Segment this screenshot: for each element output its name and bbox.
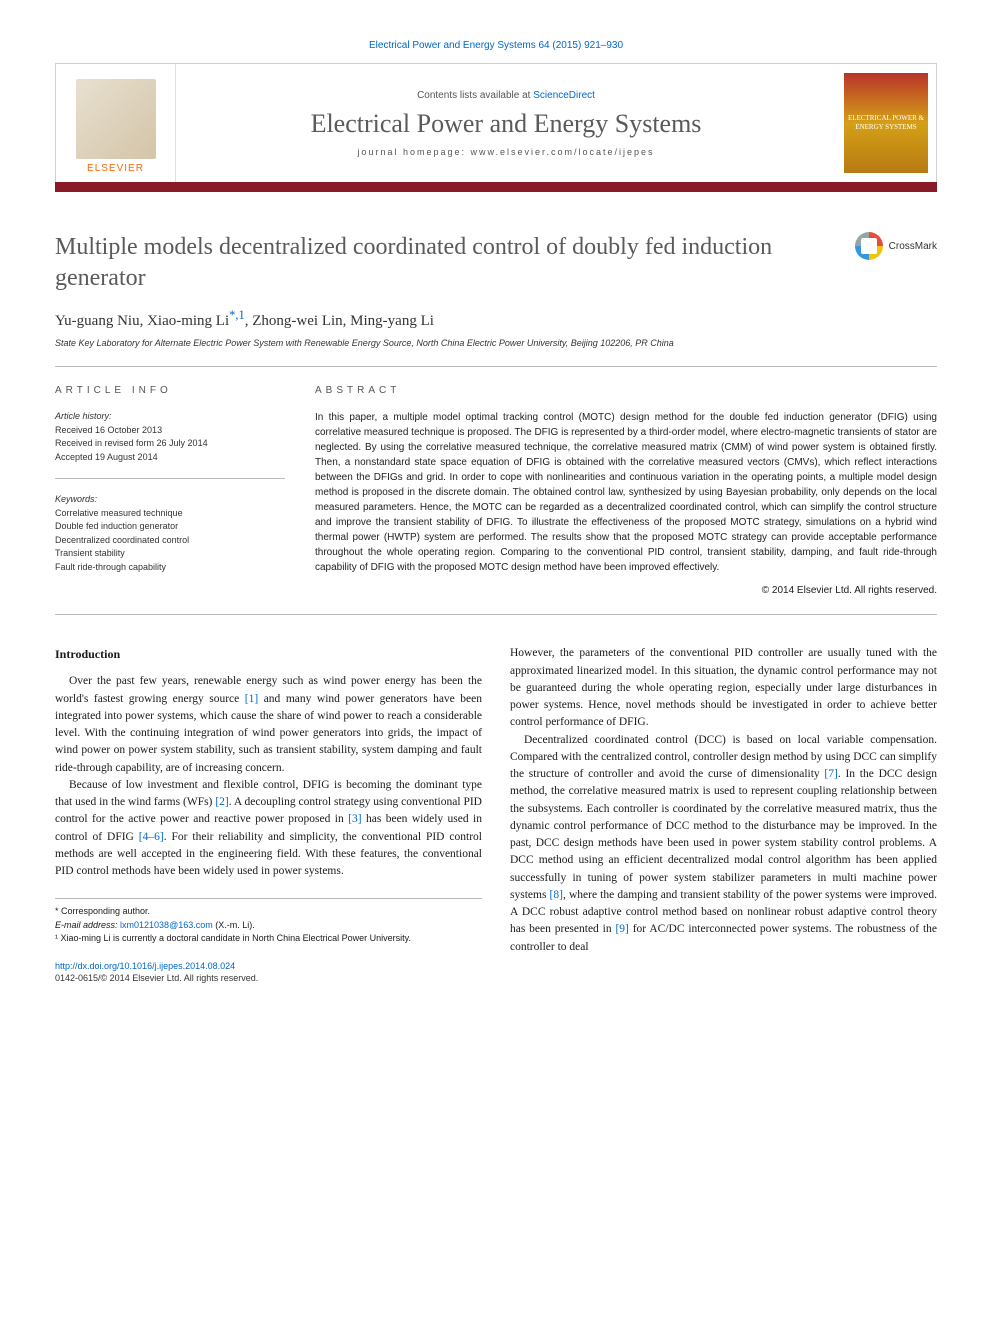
body-paragraph: Decentralized coordinated control (DCC) …: [510, 732, 937, 956]
author-names-1: Yu-guang Niu, Xiao-ming Li: [55, 313, 229, 329]
keyword-item: Decentralized coordinated control: [55, 534, 285, 548]
ref-link[interactable]: [9]: [615, 923, 628, 935]
ref-link[interactable]: [7]: [824, 768, 837, 780]
ref-link[interactable]: [2]: [215, 796, 228, 808]
body-column-left: Introduction Over the past few years, re…: [55, 645, 482, 985]
footnotes: * Corresponding author. E-mail address: …: [55, 898, 482, 946]
masthead: ELSEVIER Contents lists available at Sci…: [55, 63, 937, 183]
keyword-item: Transient stability: [55, 547, 285, 561]
masthead-center: Contents lists available at ScienceDirec…: [176, 64, 836, 182]
abstract-panel: ABSTRACT In this paper, a multiple model…: [315, 385, 937, 596]
keywords-block: Keywords: Correlative measured technique…: [55, 493, 285, 574]
elsevier-tree-icon: [76, 79, 156, 159]
body-paragraph: However, the parameters of the conventio…: [510, 645, 937, 731]
author-names-2: , Zhong-wei Lin, Ming-yang Li: [245, 313, 434, 329]
body-columns: Introduction Over the past few years, re…: [55, 645, 937, 985]
journal-homepage: journal homepage: www.elsevier.com/locat…: [357, 147, 654, 157]
history-accepted: Accepted 19 August 2014: [55, 451, 285, 465]
abstract-copyright: © 2014 Elsevier Ltd. All rights reserved…: [315, 585, 937, 596]
info-abstract-row: ARTICLE INFO Article history: Received 1…: [55, 385, 937, 596]
keyword-item: Double fed induction generator: [55, 520, 285, 534]
accent-bar: [55, 182, 937, 192]
footnote-email-line: E-mail address: lxm0121038@163.com (X.-m…: [55, 919, 482, 933]
crossmark-badge[interactable]: CrossMark: [855, 232, 937, 260]
history-revised: Received in revised form 26 July 2014: [55, 437, 285, 451]
history-block: Article history: Received 16 October 201…: [55, 410, 285, 479]
footnote-corr: * Corresponding author.: [55, 905, 482, 919]
issn-line: 0142-0615/© 2014 Elsevier Ltd. All right…: [55, 972, 482, 985]
header-citation: Electrical Power and Energy Systems 64 (…: [55, 40, 937, 51]
author-list: Yu-guang Niu, Xiao-ming Li*,1, Zhong-wei…: [55, 308, 937, 330]
abstract-text: In this paper, a multiple model optimal …: [315, 410, 937, 575]
footnote-1: ¹ Xiao-ming Li is currently a doctoral c…: [55, 932, 482, 946]
contents-list-line: Contents lists available at ScienceDirec…: [417, 90, 595, 101]
crossmark-icon: [855, 232, 883, 260]
history-label: Article history:: [55, 410, 285, 424]
divider: [55, 366, 937, 367]
article-info-label: ARTICLE INFO: [55, 385, 285, 396]
intro-heading: Introduction: [55, 645, 482, 663]
history-received: Received 16 October 2013: [55, 424, 285, 438]
keywords-label: Keywords:: [55, 493, 285, 507]
email-link[interactable]: lxm0121038@163.com: [120, 920, 213, 930]
email-suffix: (X.-m. Li).: [213, 920, 255, 930]
ref-link[interactable]: [1]: [245, 693, 258, 705]
affiliation: State Key Laboratory for Alternate Elect…: [55, 338, 937, 348]
ref-link[interactable]: [8]: [550, 889, 563, 901]
body-paragraph: Over the past few years, renewable energ…: [55, 673, 482, 777]
body-paragraph: Because of low investment and flexible c…: [55, 777, 482, 881]
article-header: CrossMark Multiple models decentralized …: [55, 232, 937, 348]
abstract-label: ABSTRACT: [315, 385, 937, 396]
cover-block: ELECTRICAL POWER & ENERGY SYSTEMS: [836, 64, 936, 182]
sciencedirect-link[interactable]: ScienceDirect: [533, 90, 595, 101]
doi-block: http://dx.doi.org/10.1016/j.ijepes.2014.…: [55, 960, 482, 985]
keyword-item: Fault ride-through capability: [55, 561, 285, 575]
divider: [55, 614, 937, 615]
contents-prefix: Contents lists available at: [417, 90, 533, 101]
journal-name: Electrical Power and Energy Systems: [311, 109, 702, 139]
text-run: . In the DCC design method, the correlat…: [510, 768, 937, 901]
crossmark-label: CrossMark: [889, 241, 937, 252]
publisher-name: ELSEVIER: [87, 163, 144, 174]
ref-link[interactable]: [3]: [348, 813, 361, 825]
email-label: E-mail address:: [55, 920, 120, 930]
ref-link[interactable]: [4–6]: [139, 831, 164, 843]
doi-link[interactable]: http://dx.doi.org/10.1016/j.ijepes.2014.…: [55, 960, 482, 973]
article-title: Multiple models decentralized coordinate…: [55, 232, 805, 294]
article-info-panel: ARTICLE INFO Article history: Received 1…: [55, 385, 285, 596]
journal-cover-icon: ELECTRICAL POWER & ENERGY SYSTEMS: [844, 73, 928, 173]
body-column-right: However, the parameters of the conventio…: [510, 645, 937, 985]
keyword-item: Correlative measured technique: [55, 507, 285, 521]
publisher-block: ELSEVIER: [56, 64, 176, 182]
corr-marker[interactable]: *,1: [229, 308, 245, 322]
